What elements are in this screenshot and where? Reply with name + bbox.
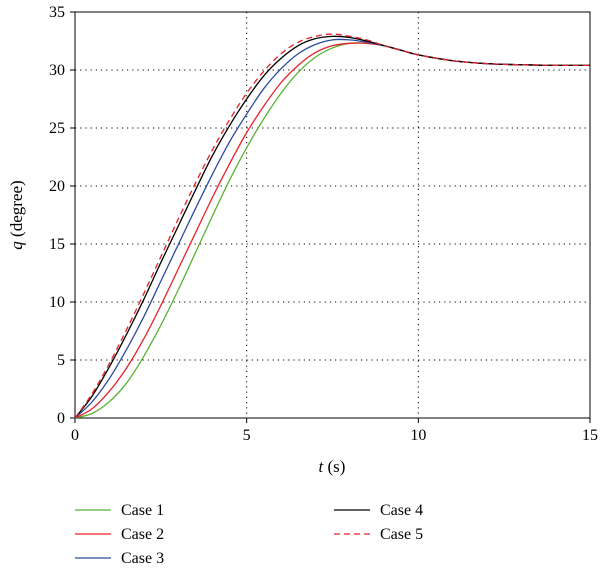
- x-axis-label: t (s): [319, 457, 346, 476]
- y-tick-label: 5: [57, 352, 65, 369]
- y-tick-label: 20: [49, 178, 65, 195]
- legend-label-case-4: Case 4: [380, 502, 423, 519]
- legend-label-case-1: Case 1: [121, 502, 164, 519]
- legend-label-case-5: Case 5: [380, 526, 423, 543]
- series-lines: [74, 33, 591, 419]
- legend: Case 1 Case 2 Case 3 Case 4 Case 5: [75, 502, 423, 567]
- legend-label-case-3: Case 3: [121, 550, 164, 567]
- y-tick-label: 0: [57, 410, 65, 427]
- y-axis-label: q (degree): [7, 180, 26, 249]
- series-line-case-5: [74, 33, 591, 419]
- x-tick-label: 15: [582, 427, 598, 444]
- legend-label-case-2: Case 2: [121, 526, 164, 543]
- y-tick-label: 15: [49, 236, 65, 253]
- y-tick-label: 10: [49, 294, 65, 311]
- x-tick-label: 0: [71, 427, 79, 444]
- y-tick-label: 35: [49, 4, 65, 21]
- ticks: 0 5 10 15 0 5 10 15 20 25 30 35: [49, 4, 598, 444]
- plot-area: [74, 11, 591, 419]
- y-tick-label: 30: [49, 62, 65, 79]
- x-tick-label: 5: [243, 427, 251, 444]
- grid: [75, 12, 590, 418]
- y-tick-label: 25: [49, 120, 65, 137]
- series-line-case-4: [74, 35, 591, 419]
- x-tick-label: 10: [410, 427, 426, 444]
